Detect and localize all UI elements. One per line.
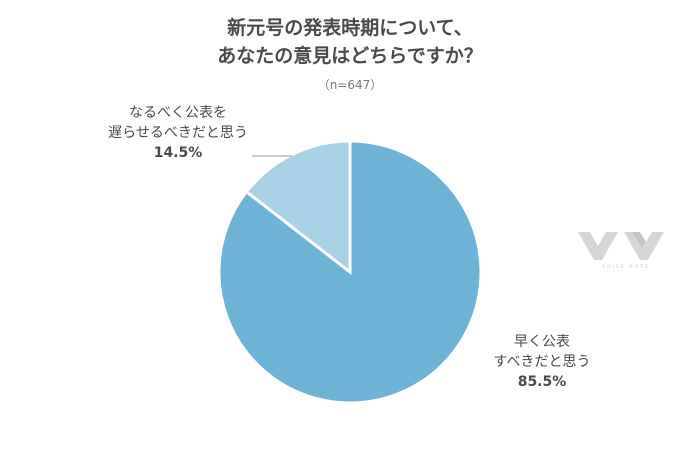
slice-value-early: 85.5%: [517, 374, 567, 390]
chart-title-line1: 新元号の発表時期について、: [227, 17, 473, 39]
slice-label-delay: なるべく公表を 遅らせるべきだと思う 14.5%: [88, 103, 268, 163]
slice-label-early: 早く公表 すべきだと思う 85.5%: [462, 332, 622, 392]
voice-note-logo: VOICE NOTE: [578, 232, 664, 270]
slice-value-delay: 14.5%: [153, 145, 203, 161]
chart-title-line2: あなたの意見はどちらですか？: [217, 45, 483, 67]
slice-label-early-line1: 早く公表: [514, 334, 570, 350]
chart-subtitle: （n=647）: [317, 78, 383, 92]
slice-label-delay-line2: 遅らせるべきだと思う: [108, 125, 248, 141]
slice-label-delay-line1: なるべく公表を: [129, 105, 227, 121]
pie-slice-delay: [244, 139, 352, 276]
slice-label-early-line2: すべきだと思う: [493, 354, 591, 370]
logo-text: VOICE NOTE: [602, 264, 650, 270]
chart-title: 新元号の発表時期について、 あなたの意見はどちらですか？: [0, 14, 700, 70]
